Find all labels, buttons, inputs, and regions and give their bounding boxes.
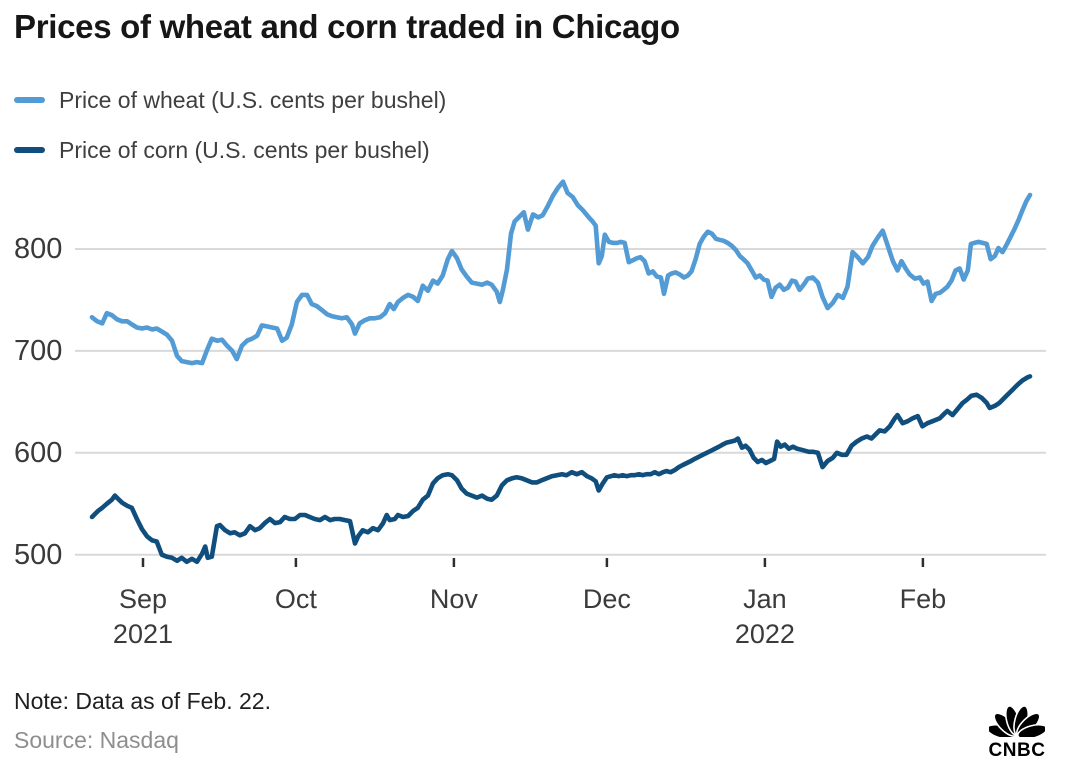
cnbc-logo: CNBC	[984, 695, 1050, 760]
source-text: Source: Nasdaq	[14, 727, 179, 753]
page-title: Prices of wheat and corn traded in Chica…	[14, 8, 680, 45]
series-line-wheat	[89, 179, 1033, 366]
legend-label-corn: Price of corn (U.S. cents per bushel)	[59, 137, 430, 163]
legend-item-wheat: Price of wheat (U.S. cents per bushel)	[14, 84, 446, 116]
y-axis-label: 500	[14, 538, 63, 571]
wheat-line-swatch	[14, 97, 45, 103]
legend-item-corn: Price of corn (U.S. cents per bushel)	[14, 134, 446, 166]
x-axis-label-feb: Feb	[899, 584, 947, 614]
legend: Price of wheat (U.S. cents per bushel) P…	[14, 84, 446, 184]
series-line-corn	[89, 374, 1033, 565]
x-axis-year-label: 2022	[734, 619, 795, 649]
y-axis-label: 800	[14, 233, 63, 265]
x-axis-label-dec: Dec	[582, 584, 631, 614]
x-axis-label-oct: Oct	[274, 584, 317, 614]
cnbc-logo-text: CNBC	[988, 740, 1046, 760]
peacock-icon	[986, 705, 1048, 740]
corn-line-swatch	[14, 147, 45, 153]
x-axis-label-nov: Nov	[429, 584, 478, 614]
x-axis-label-jan: Jan	[743, 584, 787, 614]
y-axis-label: 700	[14, 334, 63, 367]
x-axis-label-sep: Sep	[118, 584, 167, 614]
legend-label-wheat: Price of wheat (U.S. cents per bushel)	[59, 87, 447, 113]
y-axis-label: 600	[14, 436, 63, 469]
note-text: Note: Data as of Feb. 22.	[14, 688, 271, 714]
x-axis-year-label: 2021	[112, 619, 173, 649]
